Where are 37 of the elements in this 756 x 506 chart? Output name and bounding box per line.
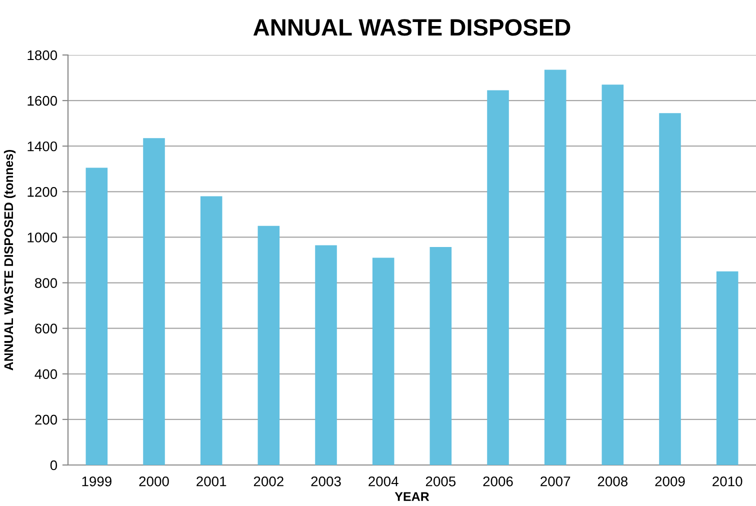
- bar: [86, 168, 108, 465]
- x-tick-label: 2001: [196, 476, 226, 486]
- x-tick-label: 2007: [540, 476, 570, 486]
- bar: [258, 226, 280, 465]
- y-tick-label: 600: [35, 324, 58, 334]
- y-tick-label: 1600: [28, 96, 58, 106]
- x-tick-label: 2005: [426, 476, 456, 486]
- bar: [430, 247, 452, 465]
- x-tick-label: 2000: [139, 476, 169, 486]
- x-tick-label: 2010: [712, 476, 742, 486]
- bar: [315, 245, 337, 465]
- bar: [659, 113, 681, 465]
- y-tick-label: 800: [35, 278, 58, 288]
- bar: [200, 196, 222, 465]
- x-tick-label: 2009: [655, 476, 685, 486]
- y-tick-label: 1000: [28, 232, 58, 242]
- x-tick-label: 2006: [483, 476, 513, 486]
- y-tick-label: 0: [50, 460, 58, 470]
- x-tick-label: 2003: [311, 476, 341, 486]
- x-tick-label: 2008: [598, 476, 628, 486]
- x-tick-label: 2002: [254, 476, 284, 486]
- x-tick-label: 2004: [368, 476, 398, 486]
- chart-title: ANNUAL WASTE DISPOSED: [253, 19, 570, 36]
- y-tick-label: 400: [34, 369, 58, 380]
- y-tick-label: 200: [35, 414, 58, 425]
- bar: [602, 84, 624, 465]
- x-axis-title: YEAR: [394, 492, 430, 501]
- bar: [487, 90, 509, 465]
- y-tick-label: 1400: [28, 141, 58, 152]
- bar: [544, 70, 566, 465]
- x-tick-label: 1999: [82, 476, 112, 486]
- bar: [716, 271, 738, 465]
- y-axis-title: ANNUAL WASTE DISPOSED (tonnes): [4, 150, 16, 370]
- bar: [143, 138, 165, 465]
- y-tick-label: 1200: [28, 187, 58, 197]
- y-tick-label: 1800: [28, 50, 58, 60]
- bar: [372, 258, 394, 465]
